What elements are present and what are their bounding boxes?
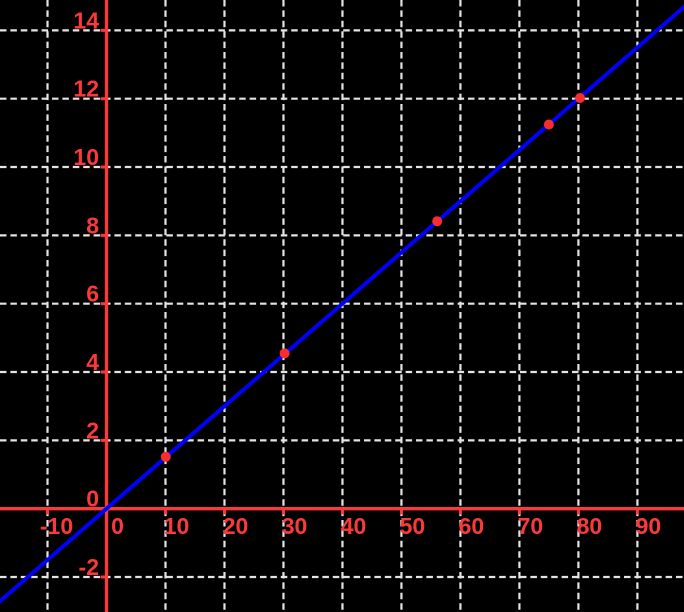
svg-text:70: 70 — [518, 513, 544, 539]
svg-text:-10: -10 — [40, 513, 73, 539]
svg-text:90: 90 — [636, 513, 662, 539]
svg-text:-2: -2 — [79, 554, 99, 580]
svg-text:20: 20 — [223, 513, 249, 539]
svg-text:4: 4 — [86, 349, 99, 375]
svg-text:12: 12 — [73, 76, 99, 102]
svg-text:8: 8 — [86, 212, 99, 238]
svg-text:14: 14 — [73, 7, 99, 33]
svg-text:6: 6 — [86, 281, 99, 307]
svg-text:40: 40 — [341, 513, 367, 539]
svg-text:30: 30 — [282, 513, 308, 539]
svg-text:10: 10 — [164, 513, 190, 539]
svg-text:50: 50 — [400, 513, 426, 539]
svg-text:80: 80 — [577, 513, 603, 539]
svg-text:60: 60 — [459, 513, 485, 539]
svg-text:2: 2 — [86, 417, 99, 443]
svg-text:10: 10 — [73, 144, 99, 170]
svg-text:0: 0 — [111, 513, 124, 539]
svg-text:0: 0 — [86, 486, 99, 512]
